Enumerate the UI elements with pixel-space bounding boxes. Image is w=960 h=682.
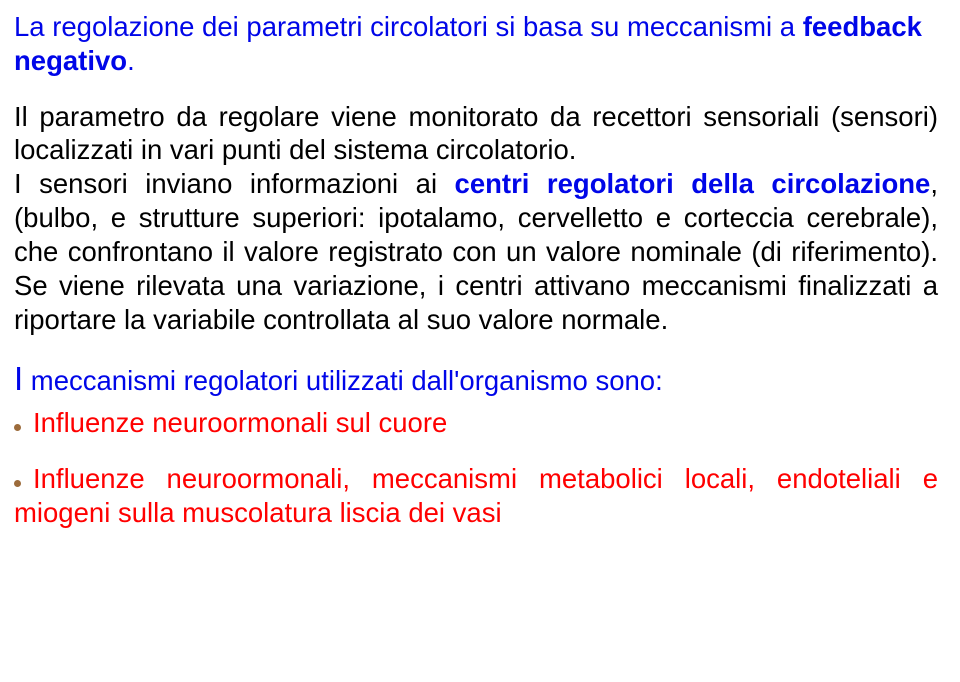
paragraph-1: La regolazione dei parametri circolatori… <box>14 10 938 78</box>
paragraph-2: Il parametro da regolare viene monitorat… <box>14 100 938 337</box>
bullet-2: Influenze neuroormonali, meccanismi meta… <box>14 462 938 531</box>
p2-t2a: I sensori inviano informazioni ai <box>14 168 455 199</box>
bullet-dot-icon <box>14 424 21 431</box>
bullet-1-text: Influenze neuroormonali sul cuore <box>33 406 447 440</box>
bullet-2-text: Influenze neuroormonali, meccanismi meta… <box>14 463 938 528</box>
p2-t2b-blue-bold: centri regolatori della circolazione <box>455 168 931 199</box>
bullet-1: Influenze neuroormonali sul cuore <box>14 406 938 440</box>
p2-line1: Il parametro da regolare viene monitorat… <box>14 101 938 166</box>
bullet-dot-icon <box>14 480 21 487</box>
mechanisms-heading: I meccanismi regolatori utilizzati dall'… <box>14 358 938 399</box>
p1-text-1: La regolazione dei parametri circolatori… <box>14 11 803 42</box>
heading-rest: meccanismi regolatori utilizzati dall'or… <box>23 365 663 396</box>
slide-page: La regolazione dei parametri circolatori… <box>0 0 960 682</box>
heading-big-i: I <box>14 360 23 397</box>
p1-text-3: . <box>127 45 135 76</box>
